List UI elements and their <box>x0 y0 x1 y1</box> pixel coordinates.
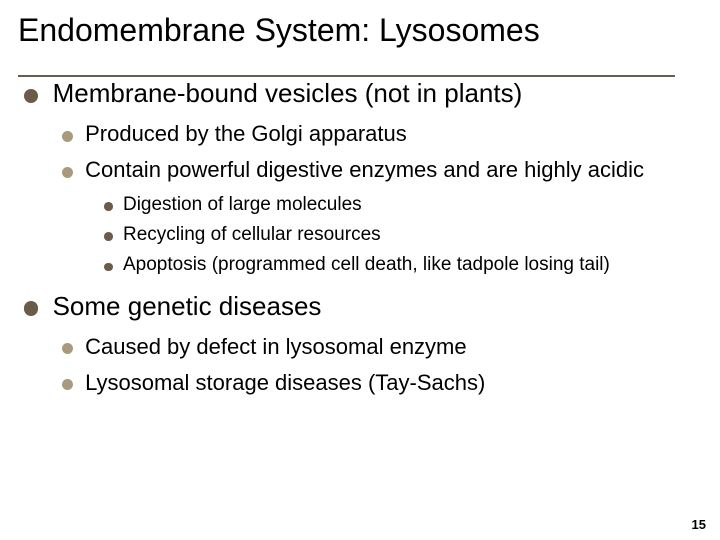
title-text: Endomembrane System: Lysosomes <box>18 12 702 57</box>
bullet-dot-icon <box>62 131 73 142</box>
bullet-text: Apoptosis (programmed cell death, like t… <box>123 253 610 277</box>
bullet-dot-icon <box>104 202 113 211</box>
bullet-lvl2: Produced by the Golgi apparatus <box>62 120 702 148</box>
bullet-text: Produced by the Golgi apparatus <box>85 120 407 148</box>
bullet-lvl1: Some genetic diseases <box>24 290 702 323</box>
page-number: 15 <box>692 517 706 532</box>
slide-title: Endomembrane System: Lysosomes <box>18 12 702 77</box>
bullet-dot-icon <box>24 89 38 103</box>
bullet-dot-icon <box>24 301 38 315</box>
bullet-dot-icon <box>62 379 73 390</box>
bullet-text: Lysosomal storage diseases (Tay-Sachs) <box>85 369 485 397</box>
slide: Endomembrane System: Lysosomes Membrane-… <box>0 0 720 540</box>
bullet-lvl2: Contain powerful digestive enzymes and a… <box>62 156 702 184</box>
bullet-lvl2: Lysosomal storage diseases (Tay-Sachs) <box>62 369 702 397</box>
bullet-text: Some genetic diseases <box>53 290 322 323</box>
bullet-lvl3: Digestion of large molecules <box>104 193 702 217</box>
bullet-text: Digestion of large molecules <box>123 193 362 217</box>
bullet-dot-icon <box>62 167 73 178</box>
bullet-dot-icon <box>104 263 113 272</box>
bullet-lvl3: Recycling of cellular resources <box>104 223 702 247</box>
bullet-text: Membrane-bound vesicles (not in plants) <box>53 77 523 110</box>
bullet-lvl3: Apoptosis (programmed cell death, like t… <box>104 253 702 277</box>
bullet-text: Contain powerful digestive enzymes and a… <box>85 156 644 184</box>
bullet-dot-icon <box>62 343 73 354</box>
bullet-dot-icon <box>104 232 113 241</box>
bullet-text: Recycling of cellular resources <box>123 223 381 247</box>
bullet-lvl1: Membrane-bound vesicles (not in plants) <box>24 77 702 110</box>
bullet-lvl2: Caused by defect in lysosomal enzyme <box>62 333 702 361</box>
bullet-text: Caused by defect in lysosomal enzyme <box>85 333 467 361</box>
